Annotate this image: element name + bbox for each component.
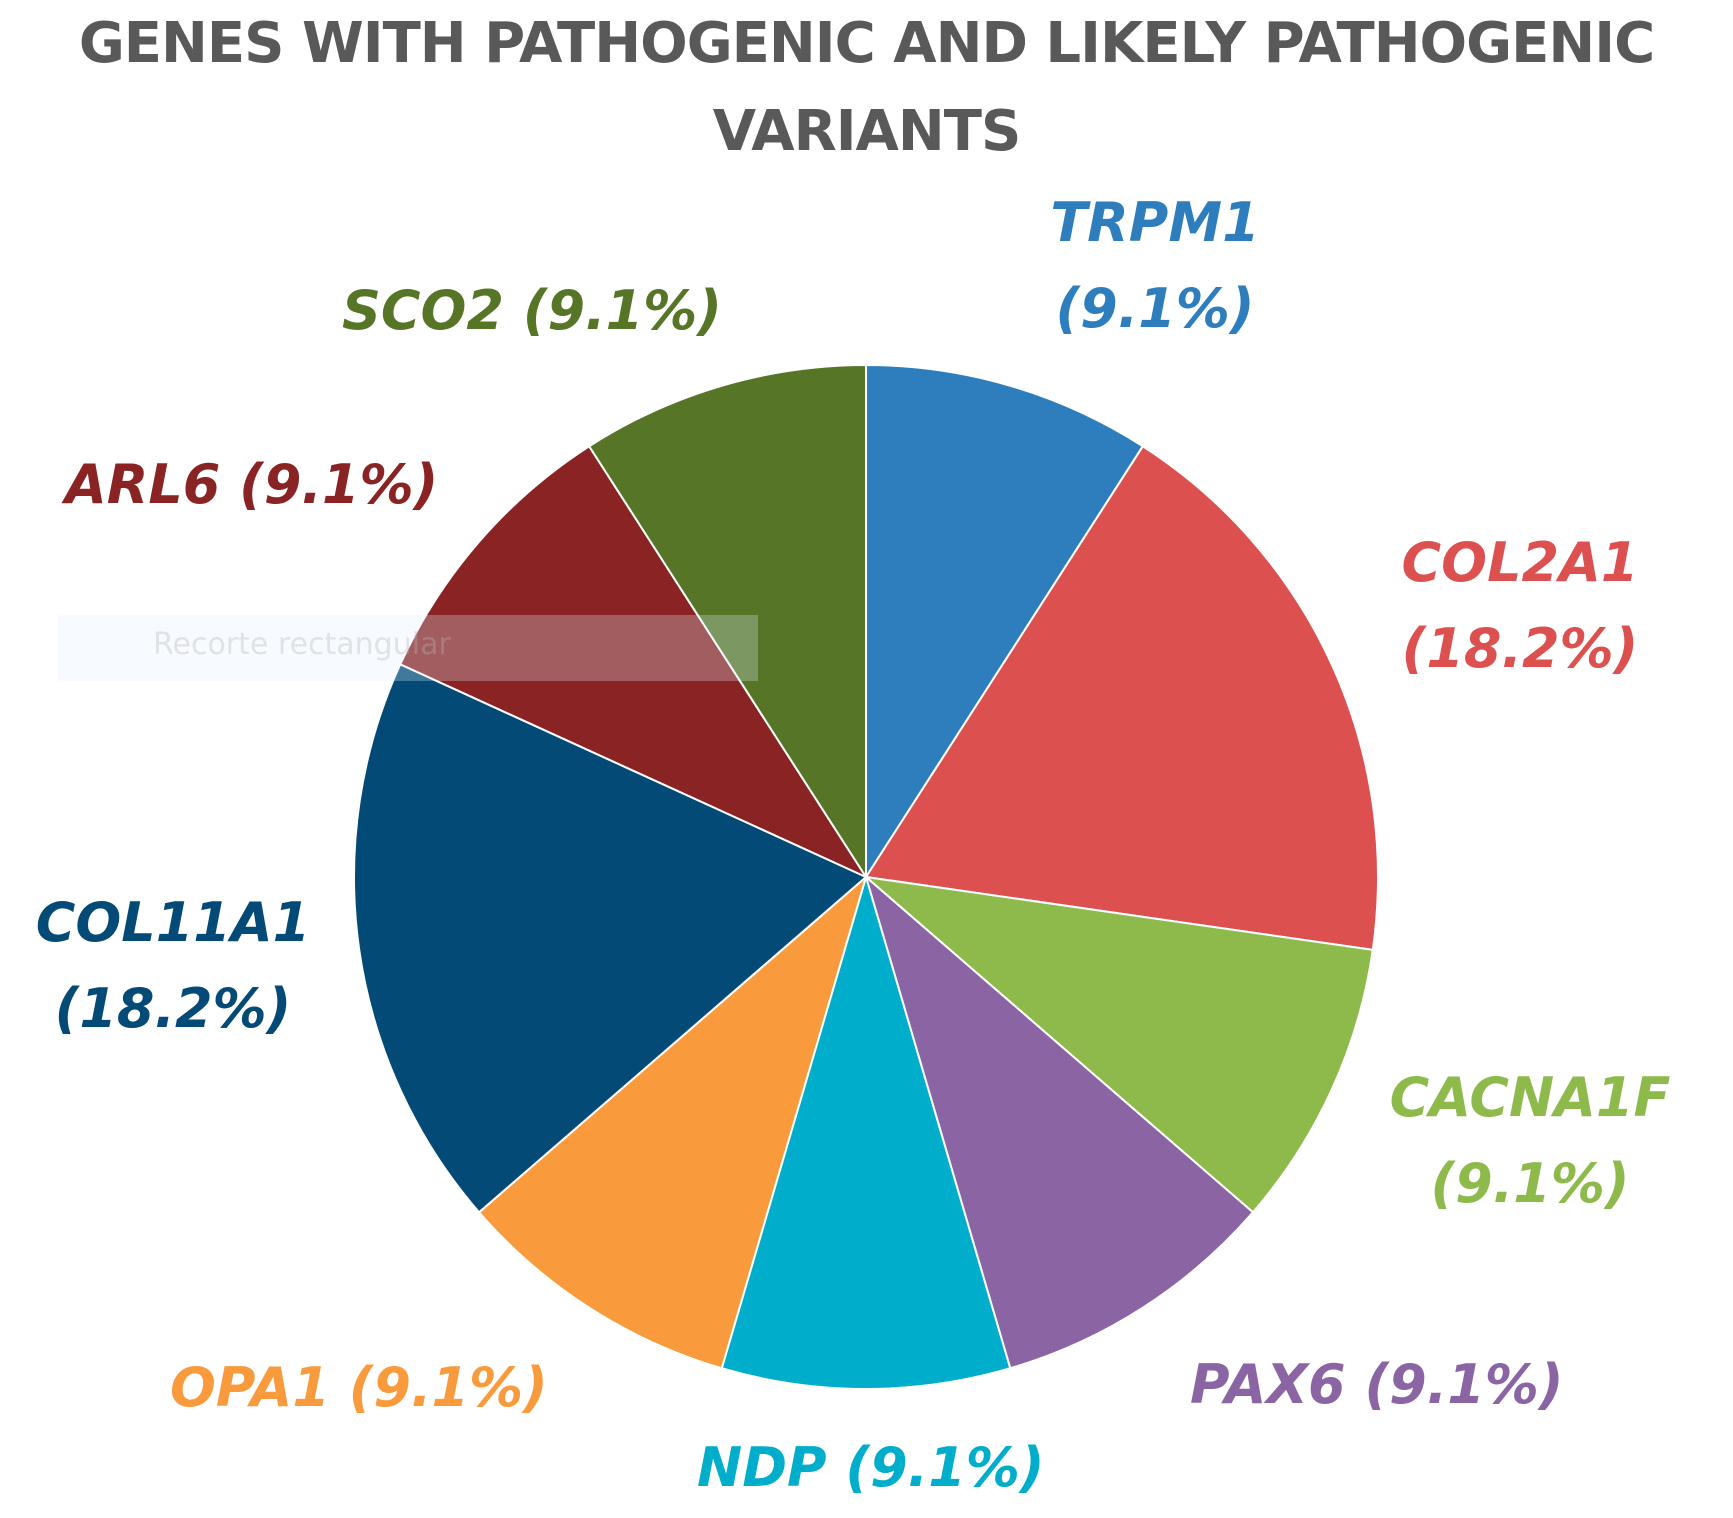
chart-title-line-1: GENES WITH PATHOGENIC AND LIKELY PATHOGE… <box>78 11 1655 76</box>
label-pax6-gene: PAX6 <box>1190 1353 1346 1416</box>
label-opa1-gene: OPA1 <box>170 1356 330 1419</box>
label-trpm1-gene: TRPM1 <box>1050 191 1260 254</box>
label-sco2-gene: SCO2 <box>342 279 504 342</box>
label-col2a1: COL2A1 (18.2%) <box>1355 520 1685 692</box>
chart-title: GENES WITH PATHOGENIC AND LIKELY PATHOGE… <box>0 0 1733 176</box>
pie-slice-arl6 <box>398 444 869 880</box>
label-ndp-gene: NDP <box>697 1436 827 1499</box>
label-arl6: ARL6 (9.1%) <box>65 442 438 528</box>
label-pax6-pct: (9.1%) <box>1364 1353 1564 1416</box>
label-cacna1f: CACNA1F (9.1%) <box>1365 1055 1695 1227</box>
label-arl6-pct: (9.1%) <box>239 453 439 516</box>
pie-slice-sco2 <box>587 363 867 881</box>
pie-slice-cacna1f <box>862 875 1374 1214</box>
pie-slice-trpm1 <box>865 363 1145 881</box>
label-opa1: OPA1 (9.1%) <box>170 1345 548 1431</box>
pie-slice-opa1 <box>477 874 868 1370</box>
pie-slice-col11a1 <box>353 662 868 1214</box>
label-col11a1: COL11A1 (18.2%) <box>18 880 328 1052</box>
label-pax6: PAX6 (9.1%) <box>1190 1342 1564 1428</box>
label-sco2: SCO2 (9.1%) <box>342 268 722 354</box>
label-col11a1-gene: COL11A1 <box>35 891 311 954</box>
label-arl6-gene: ARL6 <box>65 453 221 516</box>
chart-title-line-2: VARIANTS <box>712 99 1022 164</box>
label-cacna1f-gene: CACNA1F <box>1389 1066 1671 1129</box>
screen-capture-overlay: Recorte rectangular <box>58 615 758 681</box>
label-ndp: NDP (9.1%) <box>697 1425 1045 1511</box>
label-col2a1-pct: (18.2%) <box>1401 617 1639 680</box>
label-col2a1-gene: COL2A1 <box>1401 531 1639 594</box>
label-sco2-pct: (9.1%) <box>522 279 722 342</box>
label-trpm1: TRPM1 (9.1%) <box>1000 180 1310 352</box>
label-trpm1-pct: (9.1%) <box>1055 277 1255 340</box>
overlay-text: Recorte rectangular <box>153 627 451 662</box>
label-ndp-pct: (9.1%) <box>845 1436 1045 1499</box>
label-cacna1f-pct: (9.1%) <box>1430 1152 1630 1215</box>
label-col11a1-pct: (18.2%) <box>54 977 292 1040</box>
pie-slice-col2a1 <box>864 444 1380 952</box>
pie-slice-ndp <box>720 873 1012 1391</box>
pie-slice-pax6 <box>864 874 1255 1370</box>
label-opa1-pct: (9.1%) <box>348 1356 548 1419</box>
